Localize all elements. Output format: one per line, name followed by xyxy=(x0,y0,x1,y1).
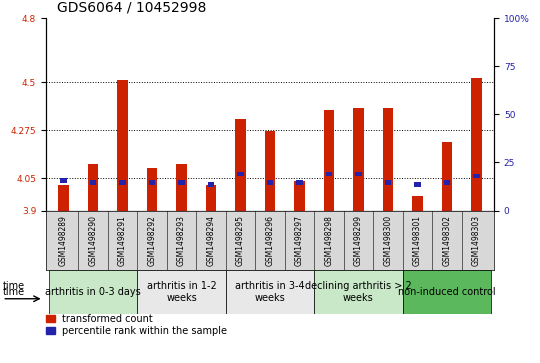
Bar xyxy=(60,178,67,183)
Bar xyxy=(442,142,452,211)
Bar xyxy=(208,182,214,187)
Text: GSM1498303: GSM1498303 xyxy=(472,215,481,266)
Text: GSM1498293: GSM1498293 xyxy=(177,215,186,266)
Bar xyxy=(149,180,156,185)
Bar xyxy=(117,80,128,211)
Bar xyxy=(294,181,305,211)
Bar xyxy=(177,163,187,211)
Bar xyxy=(265,131,275,211)
FancyBboxPatch shape xyxy=(137,270,226,314)
Text: GSM1498289: GSM1498289 xyxy=(59,215,68,266)
Text: time: time xyxy=(3,287,25,297)
Text: declining arthritis > 2
weeks: declining arthritis > 2 weeks xyxy=(305,281,412,303)
Bar xyxy=(414,182,421,187)
Bar xyxy=(473,174,480,179)
FancyBboxPatch shape xyxy=(226,270,314,314)
Bar xyxy=(178,180,185,185)
Bar xyxy=(235,119,246,211)
Text: GSM1498300: GSM1498300 xyxy=(383,215,393,266)
Bar xyxy=(324,110,334,211)
FancyBboxPatch shape xyxy=(49,270,137,314)
Bar xyxy=(471,78,482,211)
Bar xyxy=(353,108,363,211)
Bar xyxy=(412,196,423,211)
Bar xyxy=(296,180,303,185)
Text: GSM1498299: GSM1498299 xyxy=(354,215,363,266)
Text: time: time xyxy=(2,281,24,291)
Legend: transformed count, percentile rank within the sample: transformed count, percentile rank withi… xyxy=(46,314,227,336)
Bar xyxy=(237,172,244,176)
Text: GSM1498290: GSM1498290 xyxy=(89,215,98,266)
Text: arthritis in 1-2
weeks: arthritis in 1-2 weeks xyxy=(147,281,217,303)
Text: GSM1498295: GSM1498295 xyxy=(236,215,245,266)
Bar xyxy=(88,163,98,211)
Bar xyxy=(147,168,157,211)
Bar xyxy=(355,172,362,176)
Text: GSM1498292: GSM1498292 xyxy=(147,215,157,266)
Text: GSM1498296: GSM1498296 xyxy=(266,215,274,266)
FancyBboxPatch shape xyxy=(403,270,491,314)
Bar xyxy=(206,185,216,211)
Bar xyxy=(326,172,332,176)
Bar xyxy=(90,180,96,185)
Text: GSM1498301: GSM1498301 xyxy=(413,215,422,266)
Bar xyxy=(383,108,393,211)
Bar xyxy=(444,180,450,185)
Text: arthritis in 3-4
weeks: arthritis in 3-4 weeks xyxy=(235,281,305,303)
Text: GSM1498297: GSM1498297 xyxy=(295,215,304,266)
Text: GDS6064 / 10452998: GDS6064 / 10452998 xyxy=(57,0,206,15)
Bar xyxy=(58,185,69,211)
Text: GSM1498298: GSM1498298 xyxy=(325,215,334,266)
Bar xyxy=(384,180,391,185)
Bar xyxy=(119,180,126,185)
FancyBboxPatch shape xyxy=(314,270,403,314)
Text: non-induced control: non-induced control xyxy=(398,287,496,297)
Text: GSM1498291: GSM1498291 xyxy=(118,215,127,266)
Bar xyxy=(267,180,273,185)
Text: GSM1498302: GSM1498302 xyxy=(442,215,451,266)
Text: arthritis in 0-3 days: arthritis in 0-3 days xyxy=(45,287,141,297)
Text: GSM1498294: GSM1498294 xyxy=(206,215,215,266)
